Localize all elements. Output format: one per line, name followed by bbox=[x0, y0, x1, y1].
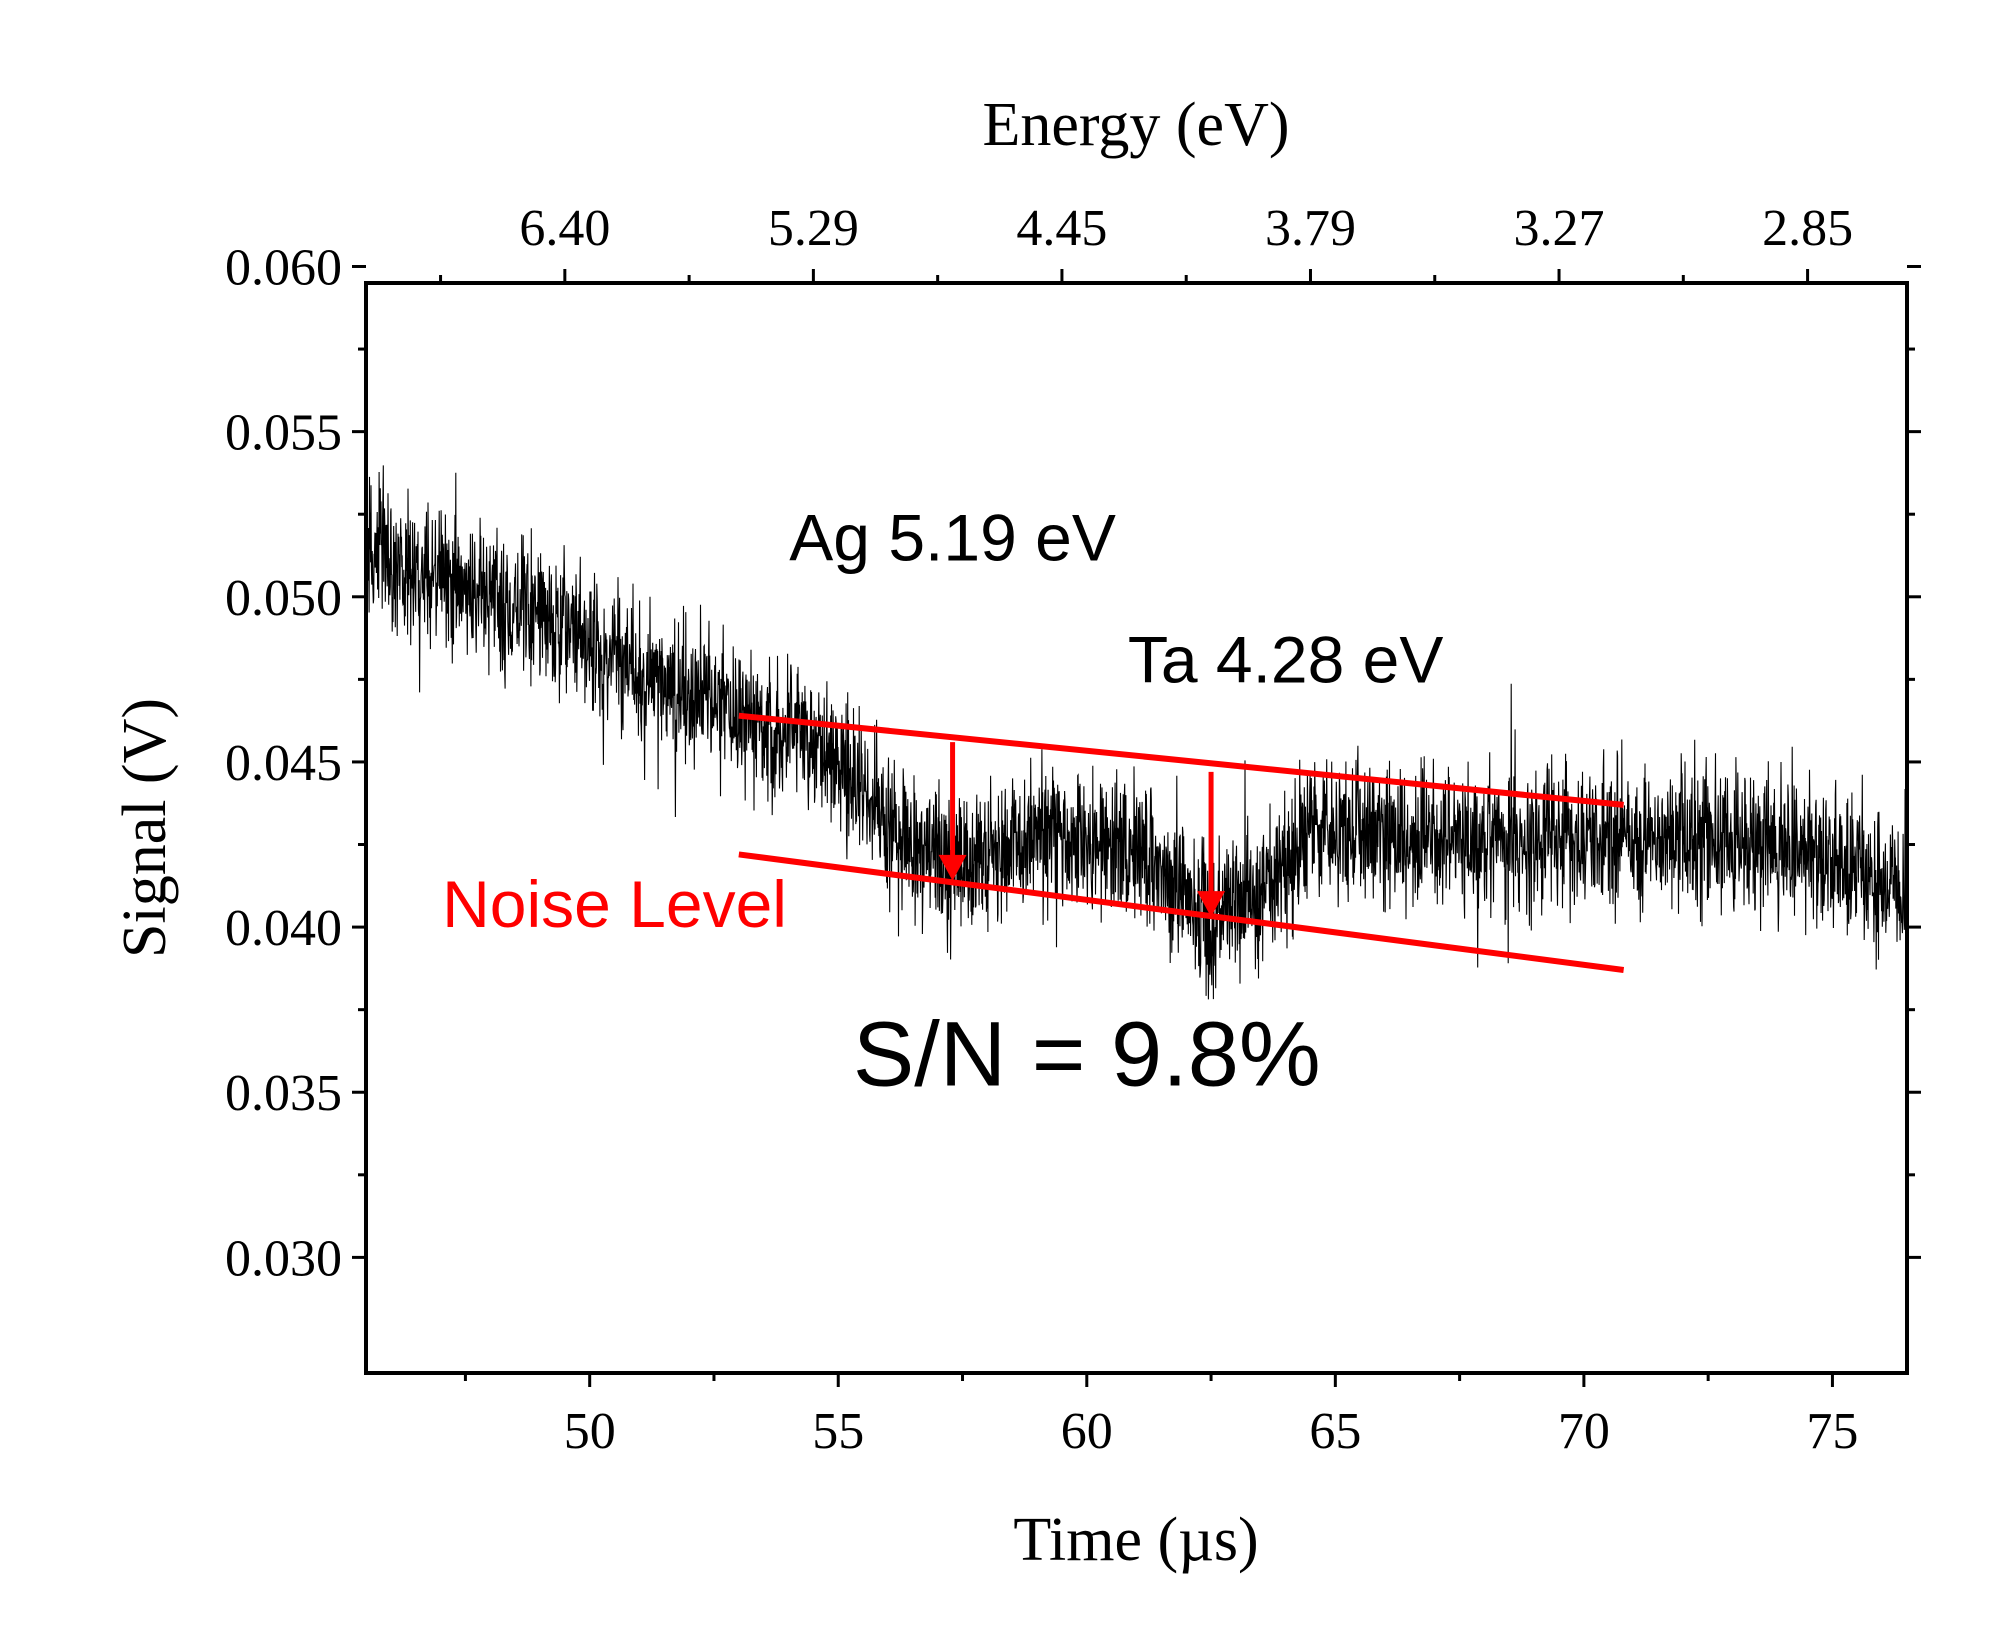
ta-arrow-head bbox=[1197, 891, 1226, 918]
plot-frame bbox=[364, 281, 1909, 1375]
noise-lower-line bbox=[738, 851, 1625, 974]
noise-level-label: Noise Level bbox=[442, 867, 787, 941]
ag-arrow-head bbox=[938, 854, 967, 881]
noise-upper-line bbox=[738, 712, 1624, 808]
ag-annotation: Ag 5.19 eV bbox=[789, 500, 1116, 574]
x-tick-label: 75 bbox=[1806, 1403, 1858, 1460]
y-tick-label: 0.040 bbox=[225, 900, 342, 957]
ag-arrow bbox=[938, 742, 967, 881]
signal-trace-series bbox=[368, 465, 1905, 1000]
x-axis-title: Time (µs) bbox=[1013, 1506, 1258, 1574]
y-axis-ticks: 0.030 0.035 0.040 0.045 0.050 0.055 0.060 bbox=[225, 239, 1921, 1287]
axes-layer: 0.030 0.035 0.040 0.045 0.050 0.055 0.060 50 55… bbox=[111, 91, 1921, 1574]
top-tick-label: 2.85 bbox=[1762, 200, 1853, 257]
top-tick-label: 6.40 bbox=[519, 200, 610, 257]
ta-annotation: Ta 4.28 eV bbox=[1128, 623, 1444, 697]
sn-ratio-label: S/N = 9.8% bbox=[853, 1004, 1321, 1106]
top-axis-ticks: 6.40 5.29 4.45 3.79 3.27 2.85 bbox=[439, 200, 1853, 283]
y-tick-label: 0.035 bbox=[225, 1065, 342, 1122]
top-tick-label: 3.27 bbox=[1514, 200, 1605, 257]
x-axis-ticks: 50 55 60 65 70 75 bbox=[463, 1373, 1858, 1460]
x-tick-label: 70 bbox=[1558, 1403, 1610, 1460]
x-tick-label: 55 bbox=[812, 1403, 864, 1460]
y-tick-label: 0.060 bbox=[225, 239, 342, 296]
ta-arrow bbox=[1197, 771, 1226, 918]
top-tick-label: 3.79 bbox=[1265, 200, 1356, 257]
y-tick-label: 0.045 bbox=[225, 735, 342, 792]
annotation-layer: Ag 5.19 eV Ta 4.28 eV Noise Level S/N = … bbox=[442, 500, 1625, 1106]
y-axis-title: Signal (V) bbox=[111, 698, 179, 958]
top-tick-label: 5.29 bbox=[768, 200, 859, 257]
y-tick-label: 0.055 bbox=[225, 405, 342, 462]
top-axis-title: Energy (eV) bbox=[982, 91, 1289, 159]
data-layer bbox=[368, 465, 1905, 1000]
x-tick-label: 65 bbox=[1309, 1403, 1361, 1460]
top-tick-label: 4.45 bbox=[1016, 200, 1107, 257]
y-tick-label: 0.030 bbox=[225, 1230, 342, 1287]
x-tick-label: 60 bbox=[1061, 1403, 1113, 1460]
x-tick-label: 50 bbox=[564, 1403, 616, 1460]
y-tick-label: 0.050 bbox=[225, 570, 342, 627]
